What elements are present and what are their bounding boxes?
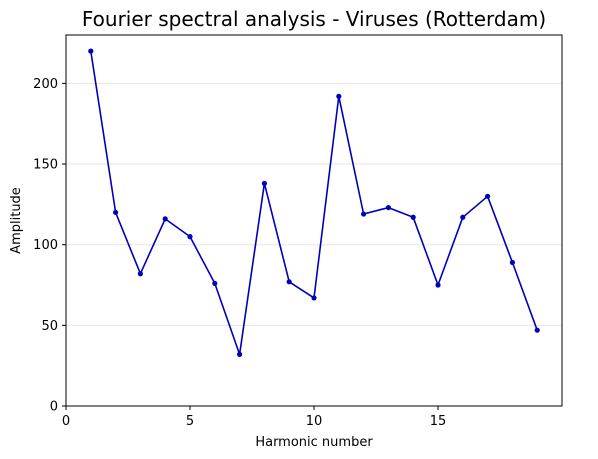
data-point	[485, 193, 491, 199]
data-point	[336, 93, 342, 99]
data-point	[534, 327, 540, 333]
data-point	[460, 214, 466, 220]
x-tick-label: 15	[430, 414, 447, 429]
data-point	[385, 204, 391, 211]
x-axis-label: Harmonic number	[255, 435, 373, 450]
y-tick-label: 200	[33, 77, 58, 92]
chart-title: Fourier spectral analysis - Viruses (Rot…	[82, 7, 546, 31]
data-point	[410, 214, 416, 220]
y-tick-label: 150	[33, 158, 58, 173]
x-tick-label: 5	[186, 414, 194, 429]
data-point	[509, 259, 515, 266]
data-point	[311, 295, 317, 301]
y-tick-label: 50	[41, 319, 58, 334]
y-axis-label: Amplitude	[9, 187, 24, 254]
y-tick-label: 100	[33, 238, 58, 253]
data-point	[162, 216, 168, 222]
data-point	[113, 209, 119, 216]
data-point	[187, 234, 193, 240]
x-axis-ticks: 0 5 10 15	[62, 406, 446, 429]
data-point	[212, 280, 218, 287]
data-point	[88, 48, 94, 54]
data-point	[137, 271, 143, 277]
data-point	[435, 282, 441, 288]
x-tick-label: 10	[306, 414, 323, 429]
data-point	[237, 351, 243, 357]
x-tick-label: 0	[62, 414, 70, 429]
data-point	[361, 211, 367, 217]
data-point	[261, 180, 267, 186]
y-tick-label: 0	[50, 400, 58, 415]
grid-lines	[66, 82, 562, 326]
y-axis-ticks: 0 50 100 150 200	[33, 77, 66, 415]
plot-frame	[65, 34, 563, 407]
data-point	[286, 279, 292, 285]
series-line	[90, 50, 538, 356]
series-layer	[88, 48, 540, 357]
